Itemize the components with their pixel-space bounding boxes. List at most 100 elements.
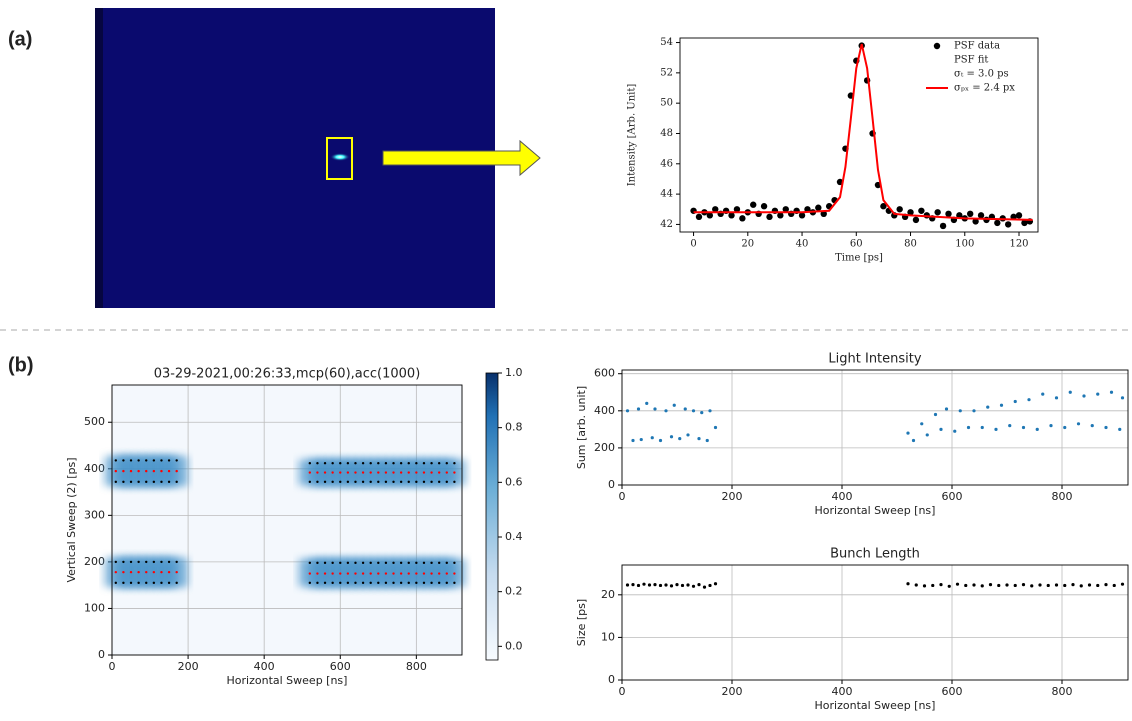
- data-point: [912, 216, 920, 224]
- data-point: [1079, 584, 1083, 588]
- data-point: [453, 561, 456, 565]
- data-point: [631, 582, 635, 587]
- data-point: [686, 433, 690, 437]
- data-point: [933, 412, 938, 417]
- data-point: [323, 572, 327, 575]
- data-point: [384, 480, 388, 484]
- data-point: [316, 462, 319, 465]
- x-tick-label: 0: [619, 490, 626, 503]
- data-point: [430, 462, 433, 465]
- data-point: [1015, 212, 1023, 219]
- data-point: [122, 570, 125, 574]
- data-point: [437, 471, 441, 474]
- data-point: [691, 409, 696, 413]
- data-point: [339, 471, 342, 474]
- data-point: [346, 561, 350, 565]
- data-point: [1068, 390, 1072, 394]
- data-point: [354, 471, 357, 474]
- data-point: [145, 560, 148, 564]
- data-point: [1021, 425, 1026, 430]
- x-tick-label: 200: [722, 490, 743, 503]
- data-point: [647, 583, 652, 587]
- data-point: [331, 480, 334, 484]
- data-point: [453, 572, 456, 575]
- data-point: [1049, 424, 1053, 428]
- y-tick-label: 300: [84, 508, 105, 521]
- data-point: [145, 581, 148, 585]
- data-point: [706, 212, 714, 219]
- data-point: [445, 572, 448, 575]
- data-point: [175, 570, 178, 574]
- data-point: [160, 459, 163, 462]
- data-point: [956, 212, 963, 219]
- heatmap-background: [112, 385, 462, 655]
- data-point: [175, 469, 178, 473]
- data-point: [1004, 221, 1012, 228]
- colorbar-tick-label: 0.6: [505, 475, 523, 488]
- data-point: [733, 206, 741, 213]
- colorbar-tick-label: 1.0: [505, 366, 523, 379]
- data-point: [323, 471, 327, 474]
- y-axis-label: Sum [arb. unit]: [575, 386, 588, 469]
- data-point: [880, 203, 887, 210]
- data-point: [631, 438, 635, 443]
- data-point: [129, 560, 133, 564]
- data-point: [708, 583, 712, 588]
- x-tick-label: 80: [904, 239, 917, 250]
- data-point: [354, 462, 357, 465]
- data-point: [114, 480, 118, 484]
- data-point: [430, 581, 433, 585]
- data-point: [114, 581, 118, 585]
- x-axis-label: Horizontal Sweep [ns]: [227, 674, 348, 687]
- data-point: [361, 480, 365, 484]
- data-point: [906, 431, 910, 435]
- legend-marker: [933, 42, 941, 50]
- data-point: [669, 584, 674, 588]
- y-tick-label: 48: [660, 128, 673, 139]
- data-point: [713, 582, 718, 586]
- data-point: [361, 581, 365, 585]
- y-tick-label: 10: [601, 630, 615, 643]
- data-point: [782, 206, 789, 213]
- data-point: [1013, 399, 1017, 404]
- data-point: [331, 581, 334, 585]
- data-point: [625, 409, 630, 413]
- data-point: [129, 581, 133, 585]
- data-point: [331, 471, 334, 474]
- data-point: [453, 462, 456, 465]
- data-point: [346, 462, 350, 465]
- data-point: [392, 462, 395, 465]
- y-tick-label: 100: [84, 601, 105, 614]
- data-point: [1041, 392, 1045, 396]
- data-point: [430, 480, 433, 484]
- data-point: [683, 407, 687, 411]
- data-point: [407, 480, 410, 484]
- data-point: [152, 469, 156, 473]
- data-point: [399, 572, 403, 575]
- data-point: [422, 581, 426, 585]
- data-point: [1013, 583, 1017, 588]
- data-point: [675, 582, 679, 587]
- data-point: [323, 561, 327, 565]
- data-point: [339, 561, 342, 565]
- data-point: [653, 582, 657, 587]
- data-point: [760, 203, 768, 210]
- data-point: [972, 583, 976, 587]
- data-point: [777, 212, 784, 219]
- x-tick-label: 600: [942, 685, 963, 698]
- x-tick-label: 200: [722, 685, 743, 698]
- roi-box: [326, 137, 353, 180]
- data-point: [167, 469, 171, 473]
- fit-line: [693, 43, 1033, 221]
- data-point: [399, 480, 403, 484]
- data-point: [914, 583, 918, 587]
- image-edge: [95, 8, 103, 308]
- data-point: [664, 583, 668, 587]
- data-point: [392, 572, 395, 575]
- data-point: [384, 561, 388, 565]
- data-point: [152, 560, 156, 564]
- data-point: [175, 581, 178, 585]
- data-point: [1030, 584, 1034, 588]
- data-point: [994, 427, 998, 431]
- data-point: [430, 572, 433, 575]
